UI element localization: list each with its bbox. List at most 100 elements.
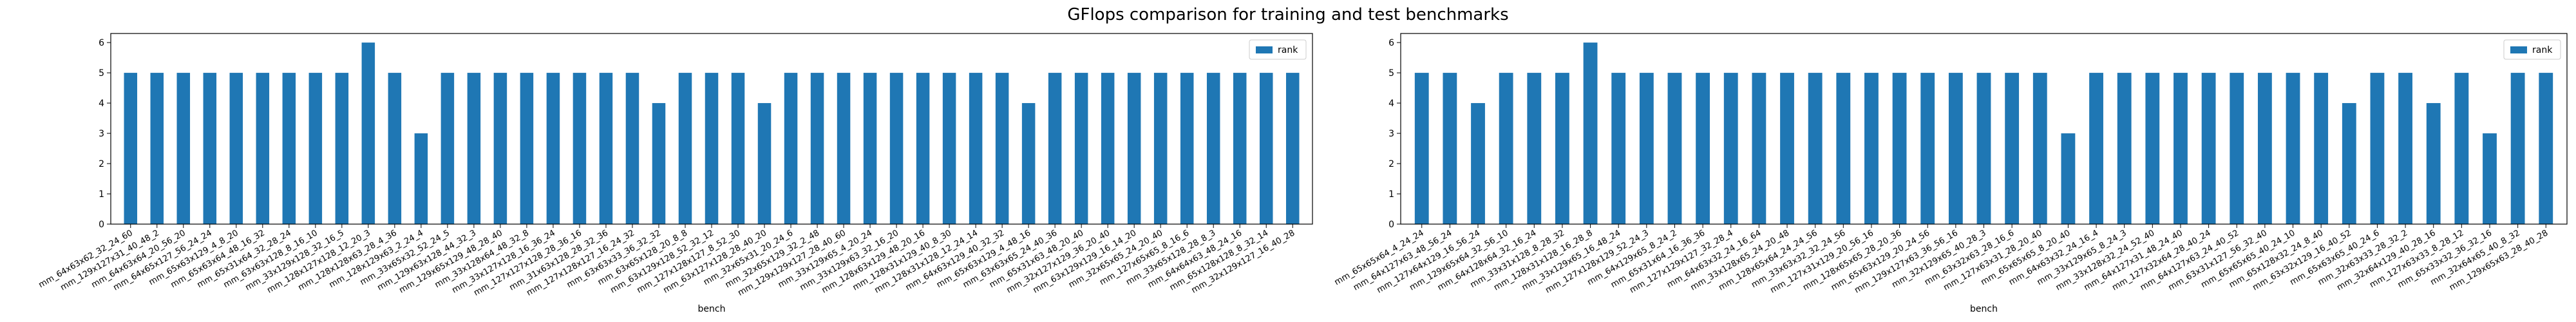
bar-mm_65x63x64_48_16_32 bbox=[256, 73, 270, 224]
bar-mm_65x65x65_40_24_10 bbox=[2286, 73, 2300, 224]
legend-swatch bbox=[2510, 46, 2527, 53]
y-tick-label: 2 bbox=[99, 159, 104, 169]
bar-mm_65x65x65_8_20_40 bbox=[2061, 133, 2076, 224]
bar-mm_128x31x128_12_24_14 bbox=[969, 73, 983, 224]
bar-mm_128x65x64_24_24_56 bbox=[1808, 73, 1823, 224]
bar-mm_128x127x128_12_20_3 bbox=[361, 43, 375, 224]
bar-mm_33x129x65_8_24_3 bbox=[2117, 73, 2132, 224]
bar-mm_63x32x63_28_16_6 bbox=[2005, 73, 2020, 224]
y-tick-label: 1 bbox=[99, 189, 104, 200]
legend-swatch bbox=[1256, 46, 1273, 53]
y-tick-label: 5 bbox=[99, 68, 104, 79]
bar-mm_128x63x129_48_20_16 bbox=[916, 73, 930, 224]
bar-mm_64x63x32_24_16_64 bbox=[1752, 73, 1766, 224]
bar-mm_64x63x32_24_16_4 bbox=[2089, 73, 2103, 224]
bar-mm_64x129x65_8_24_2 bbox=[1667, 73, 1682, 224]
bar-mm_32x129x65_40_28_3 bbox=[1976, 73, 1991, 224]
bar-mm_33x63x32_32_24_56 bbox=[1836, 73, 1851, 224]
bar-mm_64x127x63_24_40_52 bbox=[2230, 73, 2244, 224]
chart-panel-training: 0123456mm_64x63x62_32_24_60mm_129x127x31… bbox=[37, 33, 1313, 314]
legend-label: rank bbox=[2532, 45, 2553, 55]
x-axis-title: bench bbox=[1970, 304, 1998, 314]
bar-mm_129x129x127_28_40_60 bbox=[837, 73, 851, 224]
y-tick-label: 6 bbox=[99, 38, 104, 48]
bar-mm_64x63x62_32_24_60 bbox=[124, 73, 138, 224]
bar-mm_129x127x63_36_56_16 bbox=[1948, 73, 1963, 224]
figure-title: GFlops comparison for training and test … bbox=[1067, 5, 1509, 24]
bar-mm_63x65x128_20_8_8 bbox=[678, 73, 692, 224]
bar-mm_33x128x65_24_20_48 bbox=[1780, 73, 1794, 224]
bar-mm_65x33x32_36_32_16 bbox=[2483, 133, 2497, 224]
bar-mm_127x64x129_16_56_24 bbox=[1471, 103, 1485, 224]
legend-label: rank bbox=[1278, 45, 1298, 55]
bar-mm_64x128x64_32_16_24 bbox=[1527, 73, 1542, 224]
bar-mm_32x65x31_20_24_6 bbox=[784, 73, 798, 224]
bar-mm_129x65x63_28_40_28 bbox=[2539, 73, 2553, 224]
bar-mm_65x63x129_4_8_20 bbox=[229, 73, 243, 224]
bar-mm_63x63x65_24_40_36 bbox=[1048, 73, 1062, 224]
bar-mm_63x129x128_52_32_12 bbox=[705, 73, 719, 224]
y-tick-label: 3 bbox=[1388, 129, 1394, 139]
bar-mm_33x65x32_52_24_5 bbox=[440, 73, 455, 224]
bar-mm_33x31x128_8_28_32 bbox=[1555, 73, 1569, 224]
bar-mm_128x65x65_28_20_36 bbox=[1892, 73, 1907, 224]
bar-mm_32x64x129_40_28_16 bbox=[2426, 103, 2441, 224]
bar-mm_63x129x129_16_14_20 bbox=[1127, 73, 1141, 224]
bar-mm_127x128x129_52_24_3 bbox=[1639, 73, 1654, 224]
bar-mm_128x129x63_2_24_4 bbox=[414, 133, 428, 224]
bar-mm_33x129x128_32_16_5 bbox=[335, 73, 349, 224]
bar-mm_65x128x32_24_8_40 bbox=[2314, 73, 2329, 224]
bar-mm_65x31x63_48_20_40 bbox=[1074, 73, 1088, 224]
bar-mm_64x127x31_48_24_40 bbox=[2174, 73, 2188, 224]
bar-mm_64x64x63_48_24_16 bbox=[1233, 73, 1247, 224]
bar-mm_33x128x32_24_52_40 bbox=[2145, 73, 2160, 224]
bar-mm_127x127x128_28_36_16 bbox=[573, 73, 587, 224]
y-tick-label: 1 bbox=[1388, 189, 1394, 200]
bar-mm_63x127x128_28_40_20 bbox=[757, 103, 772, 224]
bar-mm_65x65x64_4_24_24 bbox=[1414, 73, 1429, 224]
bar-mm_64x65x127_56_24_24 bbox=[203, 73, 217, 224]
legend-box bbox=[1249, 39, 1307, 60]
bar-mm_33x129x65_4_20_24 bbox=[863, 73, 877, 224]
y-tick-label: 5 bbox=[1388, 68, 1394, 79]
chart-panel-test: 0123456mm_65x65x64_4_24_24mm_64x127x63_4… bbox=[1333, 33, 2568, 314]
bar-mm_31x63x128_28_32_36 bbox=[599, 73, 613, 224]
bar-mm_127x129x127_32_28_4 bbox=[1723, 73, 1738, 224]
bar-mm_33x128x64_48_32_8 bbox=[520, 73, 534, 224]
bar-mm_65x31x64_32_28_24 bbox=[282, 73, 296, 224]
bar-mm_129x65x64_32_56_10 bbox=[1499, 73, 1513, 224]
bar-mm_33x129x63_32_16_20 bbox=[889, 73, 904, 224]
x-axis-title: bench bbox=[698, 304, 726, 314]
y-tick-label: 4 bbox=[99, 99, 104, 109]
y-tick-label: 4 bbox=[1388, 99, 1394, 109]
bar-mm_64x63x64_20_56_20 bbox=[176, 73, 191, 224]
bar-mm_33x127x128_16_36_24 bbox=[546, 73, 560, 224]
y-tick-label: 2 bbox=[1388, 159, 1394, 169]
y-tick-label: 0 bbox=[99, 220, 104, 230]
bar-mm_65x63x65_40_24_6 bbox=[2370, 73, 2385, 224]
bar-mm_128x31x129_40_8_30 bbox=[942, 73, 956, 224]
bar-mm_127x128x127_8_52_30 bbox=[731, 73, 745, 224]
bar-mm_128x31x128_16_28_8 bbox=[1583, 43, 1598, 224]
bar-mm_33x129x65_16_48_24 bbox=[1611, 73, 1626, 224]
y-tick-label: 0 bbox=[1388, 220, 1394, 230]
bar-mm_127x65x65_8_16_6 bbox=[1180, 73, 1194, 224]
bar-mm_63x31x127_56_32_40 bbox=[2257, 73, 2272, 224]
legend-box bbox=[2503, 39, 2561, 60]
bar-mm_32x65x129_32_2_48 bbox=[810, 73, 824, 224]
bar-mm_63x32x129_16_40_52 bbox=[2342, 103, 2356, 224]
bar-mm_127x63x33_8_28_12 bbox=[2454, 73, 2469, 224]
bar-mm_32x64x65_40_8_32 bbox=[2510, 73, 2525, 224]
bar-mm_32x65x65_24_20_40 bbox=[1153, 73, 1168, 224]
bar-mm_127x31x129_20_56_16 bbox=[1864, 73, 1879, 224]
bar-mm_65x31x64_16_36_36 bbox=[1696, 73, 1710, 224]
bar-mm_128x128x63_28_4_36 bbox=[388, 73, 402, 224]
bar-mm_32x127x129_36_20_40 bbox=[1101, 73, 1115, 224]
bar-mm_65x128x128_8_32_14 bbox=[1259, 73, 1273, 224]
bar-mm_65x63x129_4_48_16 bbox=[1021, 103, 1036, 224]
bar-mm_64x63x129_40_32_32 bbox=[995, 73, 1009, 224]
bar-mm_32x129x127_16_40_28 bbox=[1285, 73, 1300, 224]
bar-mm_127x32x64_28_40_24 bbox=[2201, 73, 2216, 224]
bar-mm_129x63x128_44_32_3 bbox=[467, 73, 481, 224]
